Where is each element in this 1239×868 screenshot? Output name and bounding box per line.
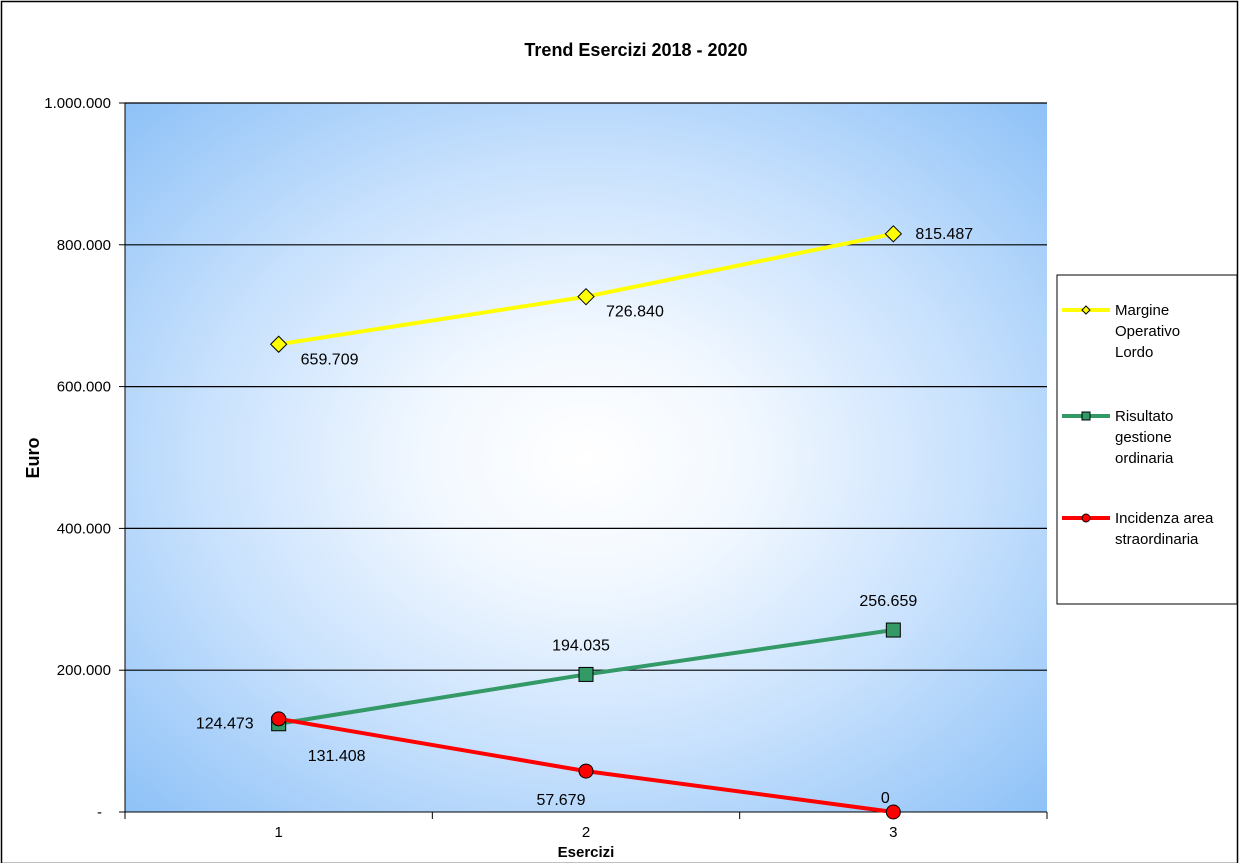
legend-item: Risultato gestione ordinaria bbox=[1062, 408, 1174, 467]
data-label: 194.035 bbox=[552, 637, 610, 654]
legend-label: Operativo bbox=[1115, 323, 1180, 340]
legend-label: Risultato bbox=[1115, 408, 1173, 425]
data-point bbox=[885, 622, 901, 638]
y-tick-label: 800.000 bbox=[57, 237, 111, 254]
data-point bbox=[271, 711, 287, 727]
x-axis-label: Esercizi bbox=[558, 844, 615, 861]
data-label: 815.487 bbox=[915, 226, 973, 243]
data-point bbox=[578, 666, 594, 682]
data-point bbox=[885, 804, 901, 820]
legend-box bbox=[1056, 274, 1238, 605]
chart-title: Trend Esercizi 2018 - 2020 bbox=[524, 40, 747, 60]
data-label: 57.679 bbox=[537, 792, 586, 809]
data-point bbox=[269, 335, 288, 353]
legend-item: Margine Operativo Lordo bbox=[1062, 302, 1180, 361]
x-tick-label: 1 bbox=[274, 824, 282, 841]
data-label: 659.709 bbox=[301, 351, 359, 368]
x-ticks: 1 2 3 bbox=[124, 812, 1048, 841]
y-tick-label: 600.000 bbox=[57, 379, 111, 396]
x-tick-label: 3 bbox=[889, 824, 897, 841]
legend: Margine Operativo Lordo Risultato gestione or… bbox=[1062, 302, 1214, 548]
series-layer bbox=[269, 225, 903, 820]
legend-label: Incidenza area bbox=[1115, 510, 1214, 527]
legend-label: Margine bbox=[1115, 302, 1169, 319]
data-point bbox=[577, 287, 595, 306]
legend-marker bbox=[1081, 305, 1091, 315]
legend-item: Incidenza area straordinaria bbox=[1062, 510, 1214, 548]
data-label: 256.659 bbox=[859, 593, 917, 610]
plot-area bbox=[125, 103, 1047, 812]
data-point bbox=[884, 225, 903, 243]
y-axis-label: Euro bbox=[23, 437, 43, 478]
legend-marker bbox=[1081, 411, 1091, 421]
y-tick-label: - bbox=[97, 804, 102, 821]
y-tick-label: 400.000 bbox=[57, 520, 111, 537]
legend-label: straordinaria bbox=[1115, 531, 1199, 548]
x-tick-label: 2 bbox=[582, 824, 590, 841]
y-tick-label: 1.000.000 bbox=[44, 95, 111, 112]
data-label: 124.473 bbox=[196, 716, 254, 733]
data-label: 0 bbox=[881, 790, 890, 807]
legend-label: Lordo bbox=[1115, 344, 1153, 361]
legend-label: gestione bbox=[1115, 429, 1172, 446]
gridlines bbox=[125, 102, 1047, 671]
legend-label: ordinaria bbox=[1115, 450, 1174, 467]
legend-marker bbox=[1081, 513, 1091, 523]
y-ticks: - 200.000 400.000 600.000 800.000 1.000.000 bbox=[44, 95, 125, 821]
data-label: 726.840 bbox=[606, 304, 664, 321]
data-point bbox=[578, 763, 594, 779]
y-tick-label: 200.000 bbox=[57, 662, 111, 679]
data-label: 131.408 bbox=[308, 748, 366, 765]
data-labels: 659.709 726.840 815.487 124.473 194.035 256.6… bbox=[196, 226, 973, 809]
